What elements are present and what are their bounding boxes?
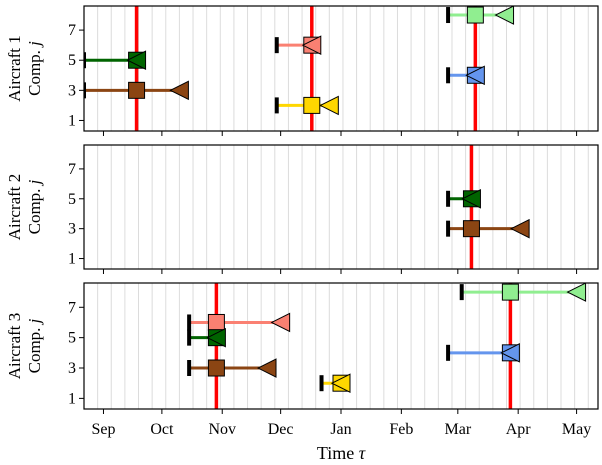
plot-area	[97, 145, 589, 269]
panel-frame	[83, 5, 599, 132]
plot-area	[84, 6, 589, 131]
life-limit-triangle-marker	[169, 80, 189, 101]
life-limit-triangle-marker	[330, 373, 351, 394]
y-tick-label: 5	[68, 52, 76, 69]
component-8-bar	[446, 6, 515, 25]
life-limit-triangle-marker	[256, 358, 277, 378]
y-tick-label: 3	[68, 360, 76, 377]
life-limit-triangle-marker	[566, 283, 587, 302]
y-tick-label: 5	[68, 191, 76, 208]
replacement-square-marker	[128, 81, 146, 99]
plot-area	[97, 283, 589, 409]
replacement-square-marker	[207, 359, 225, 377]
component-3-bar	[187, 358, 277, 378]
y-tick-label: 3	[68, 82, 76, 99]
component-6-bar	[274, 35, 322, 55]
life-limit-triangle-marker	[465, 65, 485, 86]
x-tick-label-mar: Mar	[444, 421, 471, 438]
x-tick-label-may: May	[562, 421, 591, 438]
x-axis-label: Time τ	[317, 443, 366, 463]
component-5-bar	[187, 327, 226, 348]
x-tick-label-dec: Dec	[268, 421, 294, 438]
life-limit-triangle-marker	[206, 327, 226, 348]
y-axis-label-component: Comp. j	[25, 179, 44, 234]
y-tick-label: 7	[68, 22, 76, 39]
life-limit-triangle-marker	[461, 188, 481, 209]
life-limit-triangle-marker	[270, 312, 291, 333]
y-tick-label: 7	[68, 161, 76, 178]
replacement-square-marker	[466, 6, 484, 24]
panel-frame	[83, 144, 599, 270]
y-axis-label: Aircraft 3Comp. j	[5, 313, 44, 380]
y-tick-label: 1	[68, 251, 76, 268]
y-axis-label-aircraft: Aircraft 3	[5, 313, 24, 380]
y-tick-label: 5	[68, 330, 76, 347]
y-axis-label: Aircraft 2Comp. j	[5, 174, 44, 241]
y-axis-label-component: Comp. j	[25, 41, 44, 96]
component-8-bar	[459, 283, 587, 302]
life-limit-triangle-marker	[500, 343, 520, 363]
panel-aircraft-3: 1 3 5 7 Aircraft 3Comp. j	[5, 282, 599, 414]
component-2-bar	[274, 95, 339, 116]
panel-aircraft-1: 1 3 5 7 Aircraft 1Comp. j	[5, 5, 599, 136]
x-tick-label-sep: Sep	[91, 421, 115, 438]
life-limit-triangle-marker	[494, 6, 515, 25]
life-limit-triangle-marker	[510, 218, 530, 239]
replacement-square-marker	[501, 283, 519, 301]
replacement-square-marker	[207, 313, 225, 331]
y-tick-label: 1	[68, 112, 76, 129]
y-axis-label-aircraft: Aircraft 2	[5, 174, 24, 241]
x-tick-label-feb: Feb	[389, 421, 413, 438]
y-axis-label-component: Comp. j	[25, 318, 44, 373]
component-5-bar	[446, 188, 481, 209]
life-limit-triangle-marker	[126, 50, 147, 71]
replacement-square-marker	[303, 96, 321, 114]
x-tick-label-nov: Nov	[208, 421, 236, 438]
component-2-bar	[319, 373, 351, 394]
panel-aircraft-2: 1 3 5 7 Aircraft 2Comp. j	[5, 144, 599, 274]
component-6-bar	[187, 312, 291, 333]
y-tick-label: 3	[68, 221, 76, 238]
y-axis-label-aircraft: Aircraft 1	[5, 35, 24, 102]
y-tick-label: 7	[68, 299, 76, 316]
component-3-bar	[84, 80, 189, 101]
x-tick-label-jan: Jan	[330, 421, 351, 438]
component-4-bar	[446, 65, 485, 86]
y-axis-label: Aircraft 1Comp. j	[5, 35, 44, 102]
y-tick-label: 1	[68, 390, 76, 407]
x-tick-label-oct: Oct	[150, 421, 174, 438]
replacement-square-marker	[462, 220, 480, 238]
life-limit-triangle-marker	[301, 35, 322, 55]
component-4-bar	[446, 343, 520, 363]
life-limit-triangle-marker	[319, 95, 339, 116]
component-3-bar	[446, 218, 530, 239]
component-5-bar	[84, 50, 147, 71]
x-tick-label-apr: Apr	[506, 421, 532, 438]
